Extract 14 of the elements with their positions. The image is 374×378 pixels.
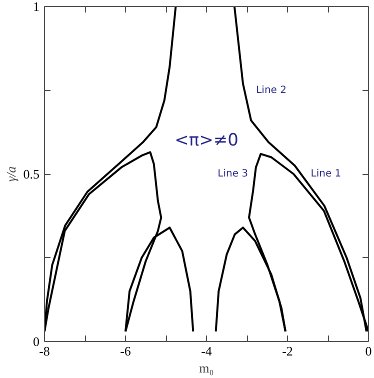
- x-tick-label: 0: [365, 344, 372, 358]
- x-tick-label: -8: [39, 344, 50, 358]
- annotation: Line 2: [256, 84, 286, 96]
- x-tick-label: -4: [201, 344, 212, 358]
- x-tick-label: -2: [282, 344, 293, 358]
- y-tick-label: 0.5: [23, 166, 40, 182]
- y-tick-label: 1: [33, 0, 40, 14]
- annotation: Line 1: [310, 168, 342, 180]
- x-tick-label: -6: [120, 344, 132, 358]
- y-tick-label: 0: [33, 334, 40, 349]
- x-axis-title: m₀: [199, 360, 214, 376]
- annotation: <π>≠0: [174, 130, 238, 150]
- y-axis-title: γ/a: [3, 166, 18, 182]
- annotation: Line 3: [218, 168, 248, 180]
